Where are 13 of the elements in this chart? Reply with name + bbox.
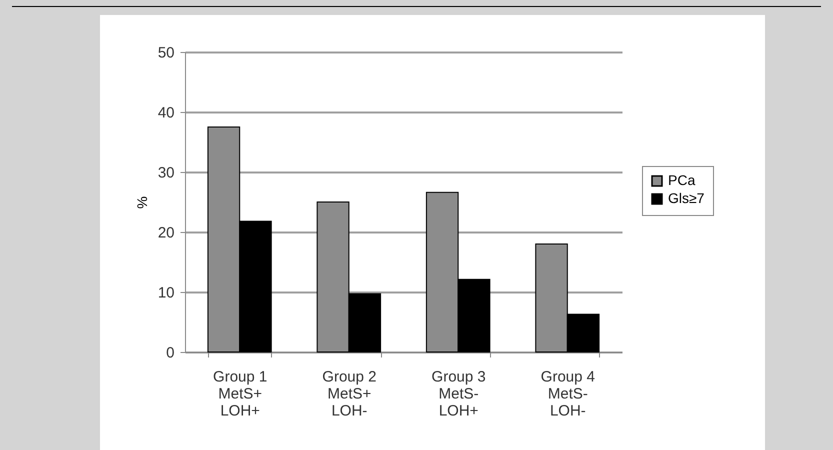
y-axis-title: %	[134, 196, 150, 209]
y-tick-label: 30	[158, 164, 174, 182]
x-tick-label: Group 3 MetS- LOH+	[432, 368, 486, 420]
y-tick-label: 50	[158, 44, 174, 62]
y-tick-label: 10	[158, 284, 174, 302]
y-tick-label: 0	[166, 344, 174, 362]
y-tick-label: 20	[158, 224, 174, 242]
legend-label: PCa	[668, 172, 696, 188]
x-tick-label: Group 1 MetS+ LOH+	[213, 368, 268, 420]
x-tick-label: Group 2 MetS+ LOH-	[322, 368, 376, 420]
y-tick-label: 40	[158, 104, 174, 122]
x-tick-label: Group 4 MetS- LOH-	[540, 368, 595, 420]
legend-label: Gls≥7	[668, 190, 705, 206]
